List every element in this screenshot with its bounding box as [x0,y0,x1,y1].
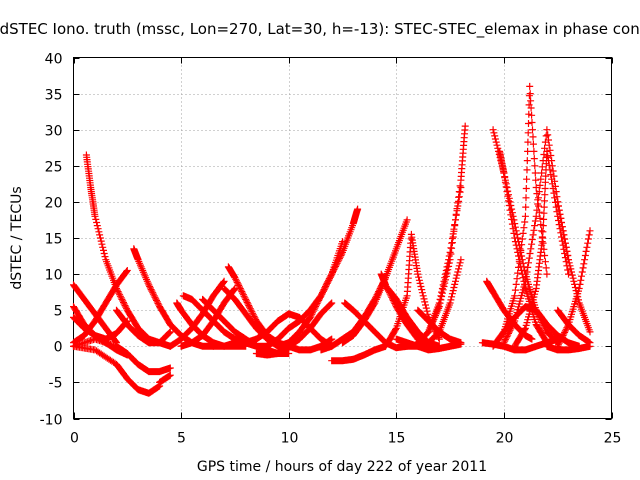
series-arc35 [414,306,465,347]
x-tick-label: 10 [281,431,299,447]
series-arc46 [543,342,594,354]
data-point-marks [242,310,336,350]
y-axis-label: dSTEC / TECUs [9,186,25,289]
data-point-marks [489,82,551,350]
series-arc06 [70,313,131,359]
data-series [70,82,594,397]
data-point-marks [392,335,465,354]
data-point-marks [156,371,174,386]
series-arc22 [242,310,336,350]
series-arc42 [511,147,572,350]
y-tick-label: 10 [45,268,63,284]
y-tick-label: -5 [49,376,63,392]
y-tick-label: 0 [54,340,63,356]
series-arc23 [285,335,336,354]
series-arc33 [425,122,469,336]
y-tick-label: 20 [45,196,63,212]
data-point-marks [113,306,174,347]
data-point-marks [425,122,469,336]
y-tick-label: 30 [45,124,63,140]
series-arc10 [113,306,174,347]
data-point-marks [285,335,336,354]
y-axis: -10 -5 0 5 10 15 20 25 30 35 40 [40,52,612,429]
y-tick-label: 35 [45,88,63,104]
y-tick-label: 5 [54,304,63,320]
x-tick-label: 0 [70,431,79,447]
chart-title: dSTEC Iono. truth (mssc, Lon=270, Lat=30… [0,20,640,39]
series-arc03 [156,371,174,386]
grid [73,57,612,419]
x-tick-label: 15 [388,431,406,447]
data-point-marks [70,313,131,359]
x-tick-label: 5 [177,431,186,447]
series-arc34 [392,335,465,354]
y-tick-label: 25 [45,160,63,176]
series-arc36 [478,335,562,354]
x-tick-label: 20 [496,431,514,447]
y-tick-label: -10 [40,413,63,429]
y-tick-label: 15 [45,232,63,248]
data-point-marks [328,342,389,365]
series-arc47 [554,306,594,347]
data-point-marks [511,147,572,350]
data-point-marks [554,198,594,336]
series-arc40 [489,82,551,350]
x-tick-label: 25 [604,431,622,447]
data-point-marks [414,306,465,347]
data-point-marks [554,306,594,347]
y-tick-label: 40 [45,52,63,68]
data-point-marks [478,335,562,354]
series-arc44 [554,198,594,336]
series-arc26 [328,342,389,365]
x-axis: 0 5 10 15 20 25 [70,57,622,447]
x-axis-label: GPS time / hours of day 222 of year 2011 [197,459,487,475]
plot-frame [73,57,612,419]
data-point-marks [543,342,594,354]
